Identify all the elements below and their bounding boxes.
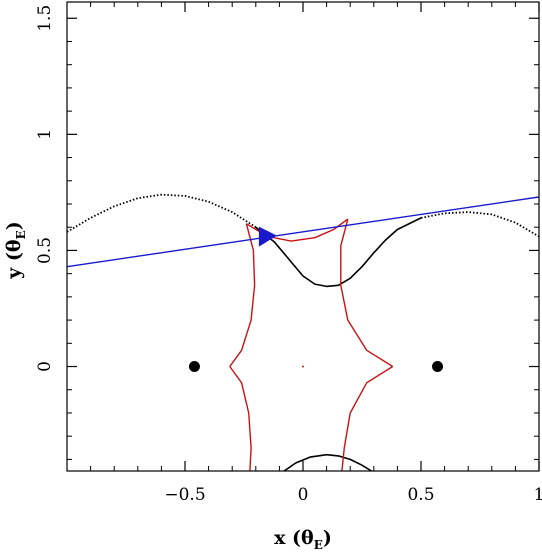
plot-content bbox=[67, 193, 539, 471]
x-tick-label: −0.5 bbox=[164, 485, 205, 505]
source-trajectory-line bbox=[67, 196, 539, 268]
lens-point-2 bbox=[432, 361, 444, 373]
y-axis-label: y (θE) bbox=[3, 221, 28, 279]
x-tick-label: 0.5 bbox=[407, 485, 434, 505]
plot-frame bbox=[66, 1, 540, 472]
y-tick-label: 1.5 bbox=[35, 5, 55, 32]
caustic-upper-right-fold bbox=[340, 218, 394, 368]
magnification-curve-center bbox=[255, 217, 422, 288]
source-marker bbox=[258, 226, 277, 247]
caustic-upper-left-fold bbox=[229, 223, 256, 367]
caustic-lower-right-fold bbox=[341, 365, 394, 471]
tick-labels: −0.5 0 0.5 1 0 0.5 1 1.5 bbox=[35, 5, 542, 505]
center-of-mass-mark bbox=[302, 365, 304, 368]
y-tick-label: 0.5 bbox=[35, 237, 55, 264]
caustic-lower-left-fold bbox=[229, 366, 252, 471]
magnification-curve-right-wing bbox=[420, 211, 539, 238]
x-axis-label: x (θE) bbox=[274, 527, 332, 552]
x-tick-label: 0 bbox=[298, 485, 309, 505]
y-tick-label: 0 bbox=[35, 361, 55, 372]
axis-ticks bbox=[67, 2, 540, 471]
magnification-curve-lower bbox=[283, 453, 372, 471]
magnification-curve-left-wing bbox=[67, 193, 257, 233]
y-tick-label: 1 bbox=[35, 129, 55, 140]
lens-point-1 bbox=[188, 361, 200, 373]
x-tick-label: 1 bbox=[534, 485, 542, 505]
